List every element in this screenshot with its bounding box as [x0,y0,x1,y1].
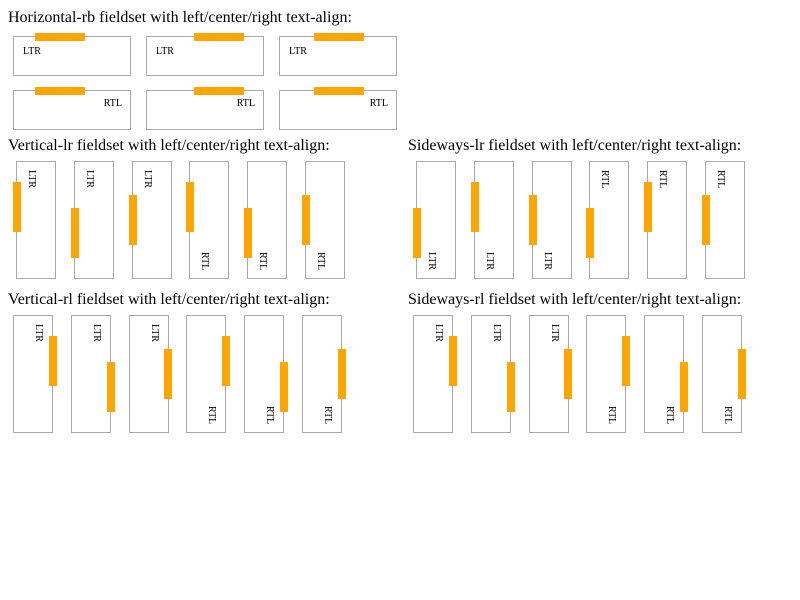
fieldset-vertical-rl-ltr-right: LTR [129,315,169,433]
fieldset-text: LTR [484,252,495,270]
fieldset-sideways-rl-ltr-left: LTR [413,315,453,433]
fieldset-vertical-rl-ltr-center: LTR [71,315,111,433]
horizontal-heading: Horizontal-rb fieldset with left/center/… [8,9,352,26]
legend [529,195,537,245]
fieldset-text: LTR [23,46,41,57]
fieldset-text: LTR [142,170,153,188]
fieldset-text: LTR [289,46,307,57]
fieldset-horizontal-ltr-center: LTR [146,36,264,76]
fieldset-text: RTL [264,405,275,424]
legend [586,208,594,258]
legend [71,208,79,258]
fieldset-vertical-rl-rtl-left: RTL [186,315,226,433]
fieldset-sideways-lr-rtl-right: RTL [705,161,745,279]
fieldset-text: RTL [722,405,733,424]
fieldset-vertical-rl-rtl-right: RTL [302,315,342,433]
legend [738,349,746,399]
legend [302,195,310,245]
legend [449,336,457,386]
fieldset-text: RTL [199,251,210,270]
fieldset-text: LTR [426,252,437,270]
legend [35,33,85,41]
legend [49,336,57,386]
legend [35,87,85,95]
fieldset-text: RTL [206,405,217,424]
legend [129,195,137,245]
fieldset-sideways-rl-rtl-right: RTL [702,315,742,433]
fieldset-vertical-rl-rtl-center: RTL [244,315,284,433]
legend [680,362,688,412]
fieldset-text: RTL [369,98,388,109]
fieldset-text: LTR [149,324,160,342]
fieldset-horizontal-ltr-right: LTR [279,36,397,76]
fieldset-text: RTL [236,98,255,109]
fieldset-text: RTL [599,170,610,189]
legend [186,182,194,232]
fieldset-horizontal-rtl-center: RTL [146,90,264,130]
fieldset-horizontal-rtl-left: RTL [13,90,131,130]
sideways-lr-heading: Sideways-lr fieldset with left/center/ri… [408,137,742,154]
legend [314,87,364,95]
fieldset-text: RTL [315,251,326,270]
fieldset-text: RTL [664,405,675,424]
legend [244,208,252,258]
fieldset-text: RTL [257,251,268,270]
fieldset-sideways-lr-ltr-center: LTR [474,161,514,279]
fieldset-text: RTL [715,170,726,189]
legend [194,33,244,41]
fieldset-vertical-lr-ltr-center: LTR [74,161,114,279]
vertical-lr-heading: Vertical-lr fieldset with left/center/ri… [8,137,330,154]
fieldset-sideways-lr-ltr-left: LTR [416,161,456,279]
legend [702,195,710,245]
fieldset-vertical-lr-ltr-right: LTR [132,161,172,279]
legend [644,182,652,232]
fieldset-vertical-lr-rtl-center: RTL [247,161,287,279]
legend [280,362,288,412]
fieldset-vertical-lr-ltr-left: LTR [16,161,56,279]
legend [194,87,244,95]
fieldset-text: LTR [542,252,553,270]
fieldset-text: LTR [156,46,174,57]
fieldset-text: LTR [26,170,37,188]
fieldset-vertical-lr-rtl-left: RTL [189,161,229,279]
fieldset-text: RTL [103,98,122,109]
legend [222,336,230,386]
fieldset-sideways-rl-ltr-center: LTR [471,315,511,433]
fieldset-sideways-lr-ltr-right: LTR [532,161,572,279]
legend [413,208,421,258]
fieldset-horizontal-ltr-left: LTR [13,36,131,76]
fieldset-text: RTL [657,170,668,189]
fieldset-text: LTR [84,170,95,188]
legend [107,362,115,412]
fieldset-text: RTL [322,405,333,424]
legend [164,349,172,399]
fieldset-text: LTR [91,324,102,342]
fieldset-vertical-lr-rtl-right: RTL [305,161,345,279]
vertical-rl-heading: Vertical-rl fieldset with left/center/ri… [8,291,330,308]
fieldset-sideways-rl-ltr-right: LTR [529,315,569,433]
legend [13,182,21,232]
fieldset-sideways-rl-rtl-center: RTL [644,315,684,433]
fieldset-text: LTR [549,324,560,342]
legend [622,336,630,386]
fieldset-sideways-lr-rtl-center: RTL [647,161,687,279]
legend [338,349,346,399]
fieldset-sideways-rl-rtl-left: RTL [586,315,626,433]
legend [507,362,515,412]
fieldset-text: LTR [491,324,502,342]
legend [564,349,572,399]
legend [314,33,364,41]
fieldset-text: RTL [606,405,617,424]
fieldset-horizontal-rtl-right: RTL [279,90,397,130]
fieldset-text: LTR [433,324,444,342]
legend [471,182,479,232]
fieldset-text: LTR [33,324,44,342]
fieldset-sideways-lr-rtl-left: RTL [589,161,629,279]
fieldset-vertical-rl-ltr-left: LTR [13,315,53,433]
sideways-rl-heading: Sideways-rl fieldset with left/center/ri… [408,291,742,308]
